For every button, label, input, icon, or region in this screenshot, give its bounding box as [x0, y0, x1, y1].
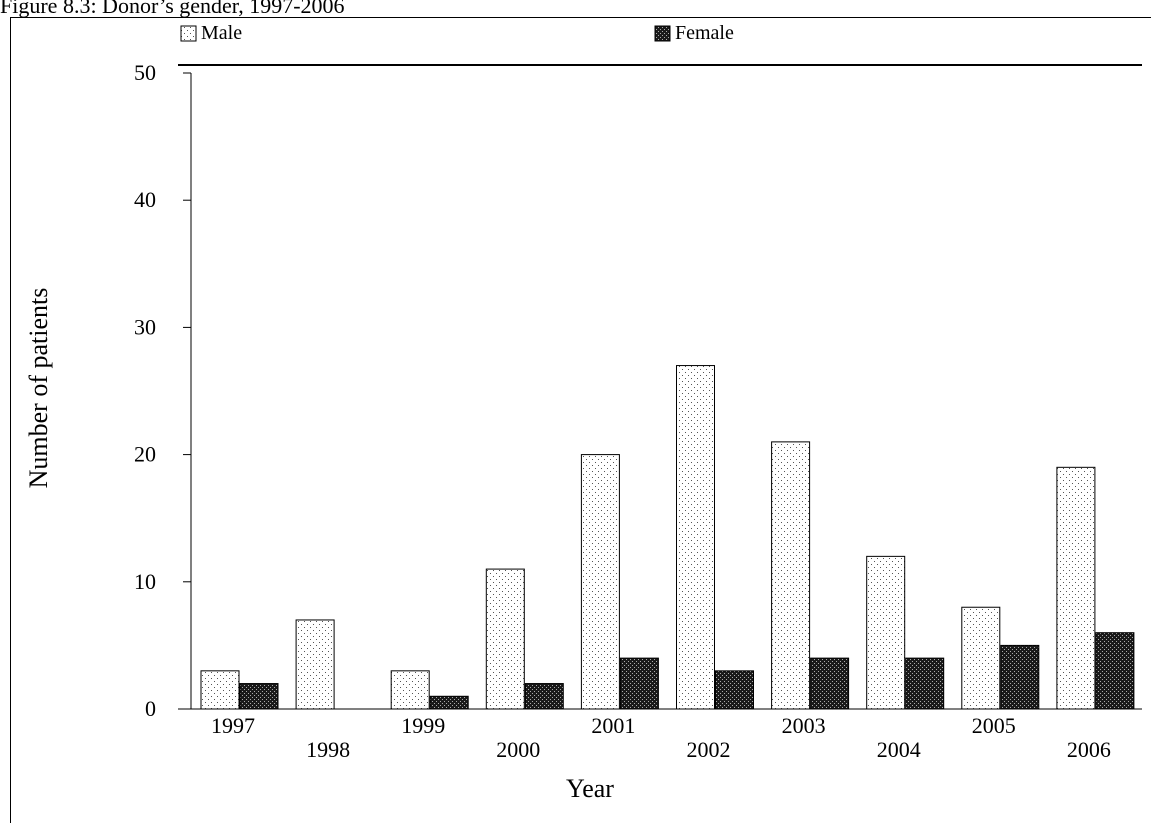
bar-male-2004 [866, 555, 906, 710]
x-tick-label: 2002 [687, 737, 731, 762]
y-tick-label: 50 [134, 60, 156, 85]
bar-female-2000 [524, 683, 564, 710]
legend-swatch-female [654, 25, 671, 42]
x-tick-label: 2005 [972, 713, 1016, 738]
bar-male-2005 [961, 606, 1001, 710]
bar-female-2005 [1000, 644, 1040, 710]
chart-frame: Male Female 0 10 20 30 40 50 1997 1998 1999 2000 2… [0, 17, 1151, 823]
bar-female-1999 [429, 695, 469, 710]
bar-male-2000 [485, 568, 525, 710]
legend: Male Female [180, 22, 734, 44]
x-tick-label: 2004 [877, 737, 921, 762]
x-tick-label: 2003 [782, 713, 826, 738]
bar-male-2001 [580, 454, 620, 710]
x-tick-label: 1999 [401, 713, 445, 738]
bar-female-2003 [810, 657, 850, 710]
figure-caption: Figure 8.3: Donor’s gender, 1997-2006 [0, 0, 345, 18]
x-axis: 1997 1998 1999 2000 2001 2002 2003 2004 2005 2006 [178, 708, 1142, 762]
x-axis-title: Year [566, 774, 614, 803]
legend-swatch-male [180, 25, 197, 42]
bar-male-2006 [1056, 466, 1096, 710]
bar-female-2004 [905, 657, 945, 710]
x-tick-label: 1998 [306, 737, 350, 762]
legend-label-female: Female [675, 22, 734, 44]
bars [200, 365, 1135, 710]
bar-chart: Male Female 0 10 20 30 40 50 1997 1998 1999 2000 2… [10, 17, 1151, 823]
bar-female-2002 [715, 670, 754, 710]
axis-titles: Year Number of patients [24, 288, 614, 803]
bar-male-1999 [390, 670, 430, 710]
bar-female-2006 [1095, 632, 1135, 710]
y-axis: 0 10 20 30 40 50 [134, 60, 192, 721]
bar-male-2002 [676, 365, 715, 710]
y-tick-label: 10 [134, 569, 156, 594]
x-tick-label: 2000 [496, 737, 540, 762]
bar-male-1998 [295, 619, 335, 710]
legend-label-male: Male [201, 22, 242, 44]
bar-male-1997 [200, 670, 240, 710]
x-tick-label: 2006 [1067, 737, 1111, 762]
bar-female-2001 [619, 657, 659, 710]
y-tick-label: 0 [145, 696, 156, 721]
y-tick-label: 40 [134, 187, 156, 212]
y-axis-title: Number of patients [24, 288, 53, 489]
bar-male-2003 [771, 441, 811, 710]
y-tick-label: 20 [134, 442, 156, 467]
x-tick-label: 2001 [591, 713, 635, 738]
x-tick-label: 1997 [211, 713, 255, 738]
bar-female-1997 [239, 683, 279, 710]
y-tick-label: 30 [134, 314, 156, 339]
